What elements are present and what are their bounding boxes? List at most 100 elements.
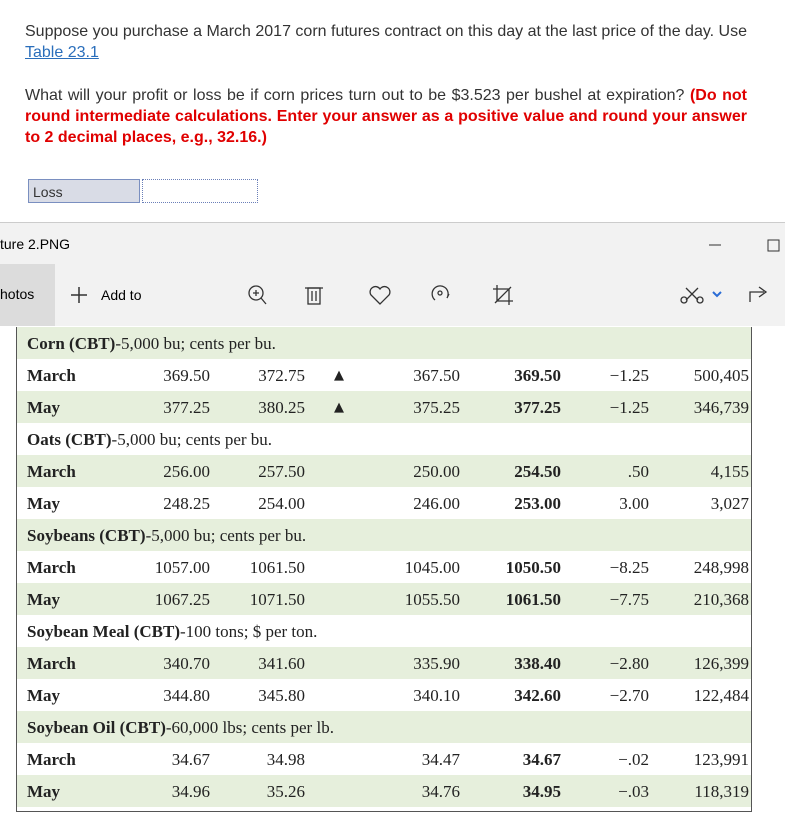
app-tab[interactable]: hotos	[0, 264, 55, 326]
contract-name: Soybean Oil (CBT)	[27, 718, 166, 737]
month: May	[27, 398, 61, 417]
month: May	[27, 494, 61, 513]
month: March	[27, 750, 76, 769]
cell: 340.70	[163, 654, 210, 673]
cell: 34.47	[421, 750, 460, 769]
section-header: Soybean Oil (CBT)-60,000 lbs; cents per …	[17, 711, 751, 743]
add-icon[interactable]	[68, 284, 90, 306]
cell: 34.67	[522, 750, 561, 769]
cell: 250.00	[413, 462, 460, 481]
cell: 34.98	[266, 750, 305, 769]
cell: 123,991	[693, 750, 749, 769]
cell: .50	[627, 462, 649, 481]
cell: 1055.50	[404, 590, 460, 609]
data-row: May 248.25 254.00 246.00 253.00 3.00 3,027	[17, 487, 751, 519]
toolbar-icons[interactable]	[240, 280, 780, 310]
data-row: March 340.70 341.60 335.90 338.40 −2.80 126,39…	[17, 647, 751, 679]
cell: 1050.50	[505, 558, 561, 577]
contract-detail: -5,000 bu; cents per bu.	[145, 526, 307, 545]
cell: 341.60	[258, 654, 305, 673]
section-header: Soybeans (CBT)-5,000 bu; cents per bu.	[17, 519, 751, 551]
data-row: March 34.67 34.98 34.47 34.67 −.02 123,991	[17, 743, 751, 775]
cell: 369.50	[514, 366, 561, 385]
section-header: Soybean Meal (CBT)-100 tons; $ per ton.	[17, 615, 751, 647]
window-controls[interactable]	[700, 233, 785, 257]
cell: 1045.00	[404, 558, 460, 577]
cell: −.02	[618, 750, 649, 769]
cell: −1.25	[609, 366, 649, 385]
data-row: May 34.96 35.26 34.76 34.95 −.03 118,319	[17, 775, 751, 807]
cell: 1067.25	[154, 590, 210, 609]
cell: 338.40	[514, 654, 561, 673]
cell: 380.25	[258, 398, 305, 417]
cell: 254.50	[514, 462, 561, 481]
prompt-text: What will your profit or loss be if corn…	[25, 87, 690, 104]
futures-table: Corn (CBT)-5,000 bu; cents per bu. March 3…	[16, 327, 752, 812]
cell: 126,399	[693, 654, 749, 673]
cell: −.03	[618, 782, 649, 801]
month: March	[27, 462, 76, 481]
section-title: Soybeans (CBT)-5,000 bu; cents per bu.	[27, 526, 306, 546]
cell: −8.25	[609, 558, 649, 577]
photo-window: ture 2.PNG hotos Add to Corn (CBT)-5,000…	[0, 222, 785, 818]
cell: 257.50	[258, 462, 305, 481]
section-title: Soybean Oil (CBT)-60,000 lbs; cents per …	[27, 718, 334, 738]
cell: 377.25	[163, 398, 210, 417]
flag: ▲	[334, 368, 344, 383]
table-link[interactable]: Table 23.1	[25, 44, 99, 61]
window-title: ture 2.PNG	[0, 236, 71, 252]
instructions: (Do not round intermediate calculations.…	[25, 87, 748, 146]
contract-name: Soybeans (CBT)	[27, 526, 146, 545]
cell: 248.25	[163, 494, 210, 513]
cell: 335.90	[413, 654, 460, 673]
cell: 346,739	[693, 398, 749, 417]
contract-name: Soybean Meal (CBT)	[27, 622, 180, 641]
cell: 340.10	[413, 686, 460, 705]
contract-detail: -100 tons; $ per ton.	[180, 622, 318, 641]
cell: 372.75	[258, 366, 305, 385]
cell: 500,405	[693, 366, 749, 385]
cell: 344.80	[163, 686, 210, 705]
cell: 342.60	[514, 686, 561, 705]
cell: −7.75	[609, 590, 649, 609]
cell: 210,368	[693, 590, 749, 609]
data-row: March 256.00 257.50 250.00 254.50 .50 4,155	[17, 455, 751, 487]
cell: −1.25	[609, 398, 649, 417]
cell: 1061.50	[249, 558, 305, 577]
cell: 246.00	[413, 494, 460, 513]
answer-select[interactable]: Loss	[28, 179, 140, 203]
contract-name: Corn (CBT)	[27, 334, 116, 353]
month: March	[27, 366, 76, 385]
add-to-button[interactable]: Add to	[101, 287, 142, 303]
month: May	[27, 686, 61, 705]
contract-detail: -5,000 bu; cents per bu.	[111, 430, 273, 449]
cell: 122,484	[693, 686, 749, 705]
answer-input[interactable]	[142, 179, 258, 203]
data-row: May 344.80 345.80 340.10 342.60 −2.70 122,484	[17, 679, 751, 711]
cell: 1061.50	[505, 590, 561, 609]
flag: ▲	[334, 400, 344, 415]
section-header: Corn (CBT)-5,000 bu; cents per bu.	[17, 327, 751, 359]
cell: −2.80	[609, 654, 649, 673]
section-title: Corn (CBT)-5,000 bu; cents per bu.	[27, 334, 276, 354]
data-row: May 1067.25 1071.50 1055.50 1061.50 −7.75 210,…	[17, 583, 751, 615]
cell: 369.50	[163, 366, 210, 385]
contract-name: Oats (CBT)	[27, 430, 112, 449]
cell: 118,319	[694, 782, 749, 801]
app-name: hotos	[0, 286, 35, 302]
cell: 35.26	[266, 782, 305, 801]
toolbar: hotos Add to	[0, 264, 785, 326]
month: May	[27, 782, 61, 801]
intro-text: Suppose you purchase a March 2017 corn f…	[25, 23, 747, 40]
section-title: Oats (CBT)-5,000 bu; cents per bu.	[27, 430, 272, 450]
cell: 377.25	[514, 398, 561, 417]
data-row: March 369.50 372.75 367.50 369.50 −1.25 500,40…	[17, 359, 751, 391]
title-bar: ture 2.PNG	[0, 223, 785, 264]
cell: 3,027	[710, 494, 749, 513]
cell: 253.00	[514, 494, 561, 513]
month: May	[27, 590, 61, 609]
data-row: March 1057.00 1061.50 1045.00 1050.50 −8.25 24…	[17, 551, 751, 583]
cell: 248,998	[693, 558, 749, 577]
cell: 34.67	[171, 750, 210, 769]
question-prompt: What will your profit or loss be if corn…	[25, 85, 747, 148]
